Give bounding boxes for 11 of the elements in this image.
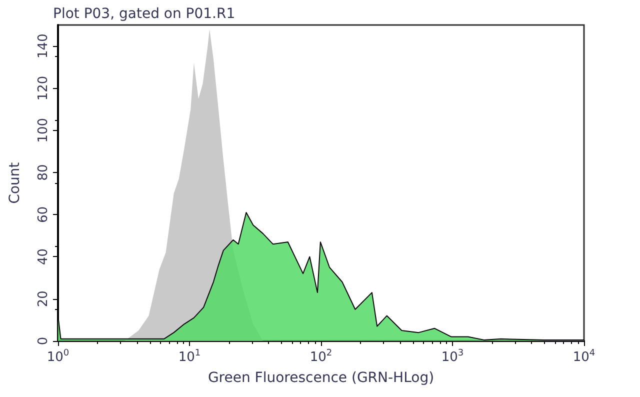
y-tick-label: 100 <box>36 118 51 143</box>
chart-title: Plot P03, gated on P01.R1 <box>53 6 236 22</box>
y-tick-label: 60 <box>36 206 51 223</box>
y-tick-label: 0 <box>36 336 51 346</box>
x-axis-title: Green Fluorescence (GRN-HLog) <box>208 370 434 386</box>
y-tick-label: 80 <box>36 164 51 181</box>
y-axis-title: Count <box>7 162 23 204</box>
y-tick-label: 20 <box>36 290 51 308</box>
y-tick-label: 120 <box>36 76 51 101</box>
y-tick-label: 140 <box>36 34 51 58</box>
y-tick-label: 40 <box>36 248 51 266</box>
